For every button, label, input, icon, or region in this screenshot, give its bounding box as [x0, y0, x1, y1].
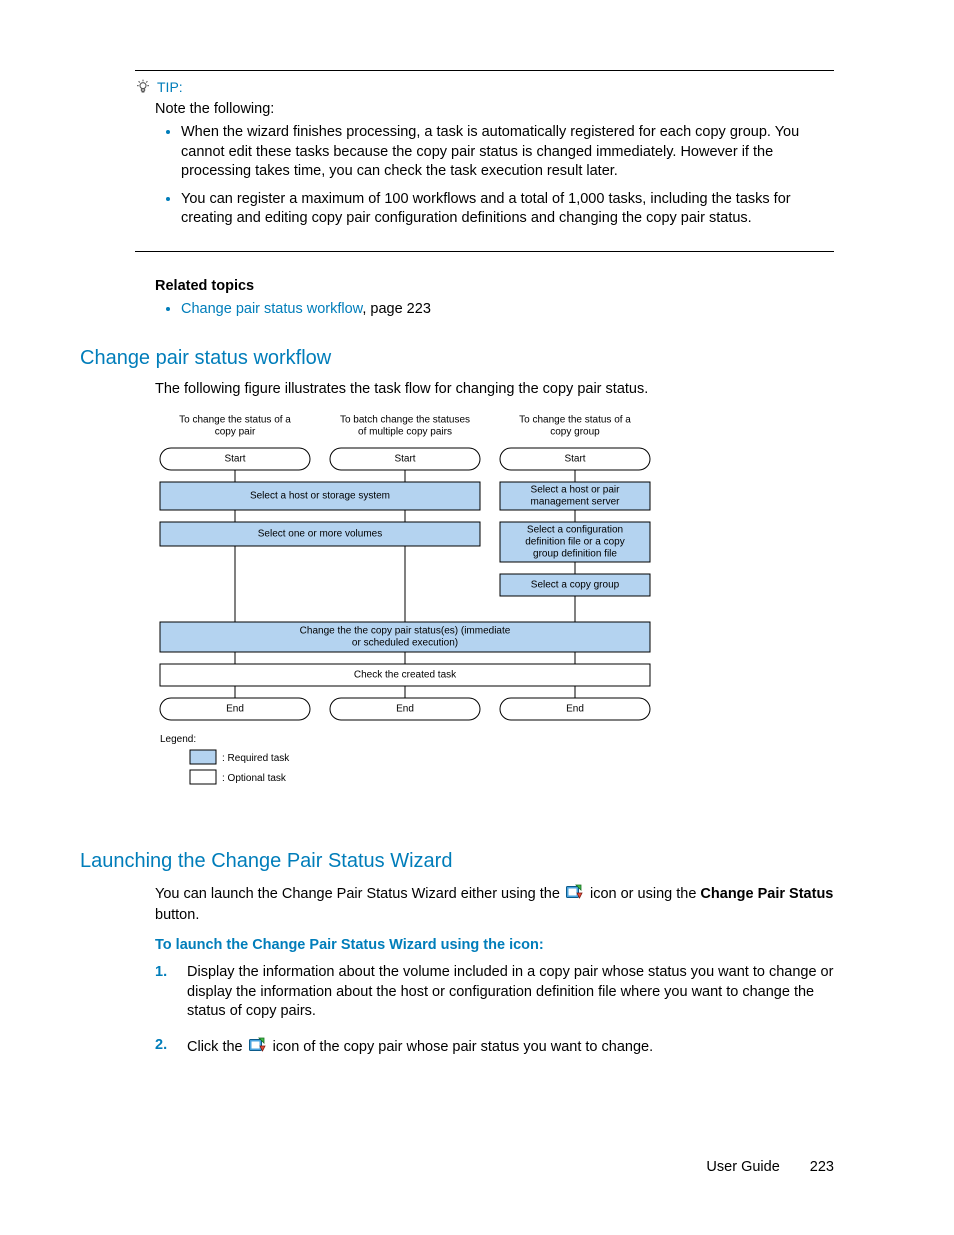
step2-pre: Click the	[187, 1039, 247, 1055]
launch-text-pre: You can launch the Change Pair Status Wi…	[155, 886, 564, 902]
svg-text:To change the status of a: To change the status of a	[519, 415, 631, 426]
svg-text:Legend:: Legend:	[160, 734, 196, 745]
related-topics: Related topics Change pair status workfl…	[155, 278, 834, 320]
launch-text-bold: Change Pair Status	[700, 886, 833, 902]
related-topic-item: Change pair status workflow, page 223	[181, 300, 834, 320]
svg-text:End: End	[396, 704, 414, 715]
tip-item: You can register a maximum of 100 workfl…	[181, 190, 834, 229]
tip-header: TIP:	[135, 79, 834, 95]
step-2: 2. Click the icon of the copy pair whose…	[155, 1036, 834, 1059]
svg-text:Select a host or storage syste: Select a host or storage system	[250, 491, 390, 502]
svg-text:End: End	[566, 704, 584, 715]
svg-text:Start: Start	[394, 454, 415, 465]
tip-label: TIP:	[157, 79, 183, 95]
svg-text:Check the created task: Check the created task	[354, 670, 457, 681]
launch-subhead: To launch the Change Pair Status Wizard …	[155, 937, 834, 953]
related-topic-pageref: , page 223	[362, 301, 431, 317]
tip-note: Note the following:	[155, 101, 834, 117]
related-topics-list: Change pair status workflow, page 223	[155, 300, 834, 320]
section-intro: The following figure illustrates the tas…	[155, 380, 834, 400]
step-number: 2.	[155, 1036, 173, 1059]
tip-callout: TIP: Note the following: When the wizard…	[135, 70, 834, 252]
svg-text:: Required task: : Required task	[222, 753, 290, 764]
svg-text:Select a copy group: Select a copy group	[531, 580, 620, 591]
section-heading-workflow: Change pair status workflow	[80, 347, 834, 370]
svg-text:To batch change the statuses: To batch change the statuses	[340, 415, 470, 426]
pair-status-icon	[249, 1036, 267, 1059]
svg-text:End: End	[226, 704, 244, 715]
launch-text-mid: icon or using the	[590, 886, 700, 902]
svg-text:management server: management server	[531, 497, 621, 508]
svg-text:: Optional task: : Optional task	[222, 773, 287, 784]
footer-page-number: 223	[810, 1159, 834, 1175]
step-text: Display the information about the volume…	[187, 963, 834, 1022]
flowchart-figure: To change the status of acopy pairTo bat…	[155, 412, 834, 822]
page: TIP: Note the following: When the wizard…	[0, 0, 954, 1235]
svg-text:Select a host or pair: Select a host or pair	[531, 485, 621, 496]
step-text: Click the icon of the copy pair whose pa…	[187, 1036, 653, 1059]
tip-item: When the wizard finishes processing, a t…	[181, 123, 834, 182]
svg-text:of multiple copy pairs: of multiple copy pairs	[358, 427, 452, 438]
launch-paragraph: You can launch the Change Pair Status Wi…	[155, 883, 834, 925]
step-1: 1. Display the information about the vol…	[155, 963, 834, 1022]
launch-text-end: button.	[155, 907, 199, 923]
page-footer: User Guide 223	[706, 1159, 834, 1175]
svg-text:copy pair: copy pair	[215, 427, 256, 438]
tip-body: Note the following: When the wizard fini…	[135, 101, 834, 229]
pair-status-icon	[566, 883, 584, 906]
svg-text:Start: Start	[564, 454, 585, 465]
svg-text:Select one or more volumes: Select one or more volumes	[258, 529, 383, 540]
svg-text:Change the the copy pair statu: Change the the copy pair status(es) (imm…	[300, 626, 511, 637]
svg-text:group definition file: group definition file	[533, 549, 617, 560]
launch-steps: 1. Display the information about the vol…	[155, 963, 834, 1058]
svg-text:copy group: copy group	[550, 427, 600, 438]
svg-text:To change the status of a: To change the status of a	[179, 415, 291, 426]
section-heading-launch: Launching the Change Pair Status Wizard	[80, 850, 834, 873]
lightbulb-icon	[135, 79, 151, 95]
svg-text:Select a configuration: Select a configuration	[527, 525, 623, 536]
svg-text:Start: Start	[224, 454, 245, 465]
footer-label: User Guide	[706, 1159, 779, 1175]
related-topic-link[interactable]: Change pair status workflow	[181, 301, 362, 317]
tip-list: When the wizard finishes processing, a t…	[155, 123, 834, 229]
svg-text:definition file or a copy: definition file or a copy	[525, 537, 625, 548]
svg-text:or scheduled execution): or scheduled execution)	[352, 638, 458, 649]
step-number: 1.	[155, 963, 173, 1022]
related-topics-title: Related topics	[155, 278, 834, 294]
step2-post: icon of the copy pair whose pair status …	[273, 1039, 653, 1055]
